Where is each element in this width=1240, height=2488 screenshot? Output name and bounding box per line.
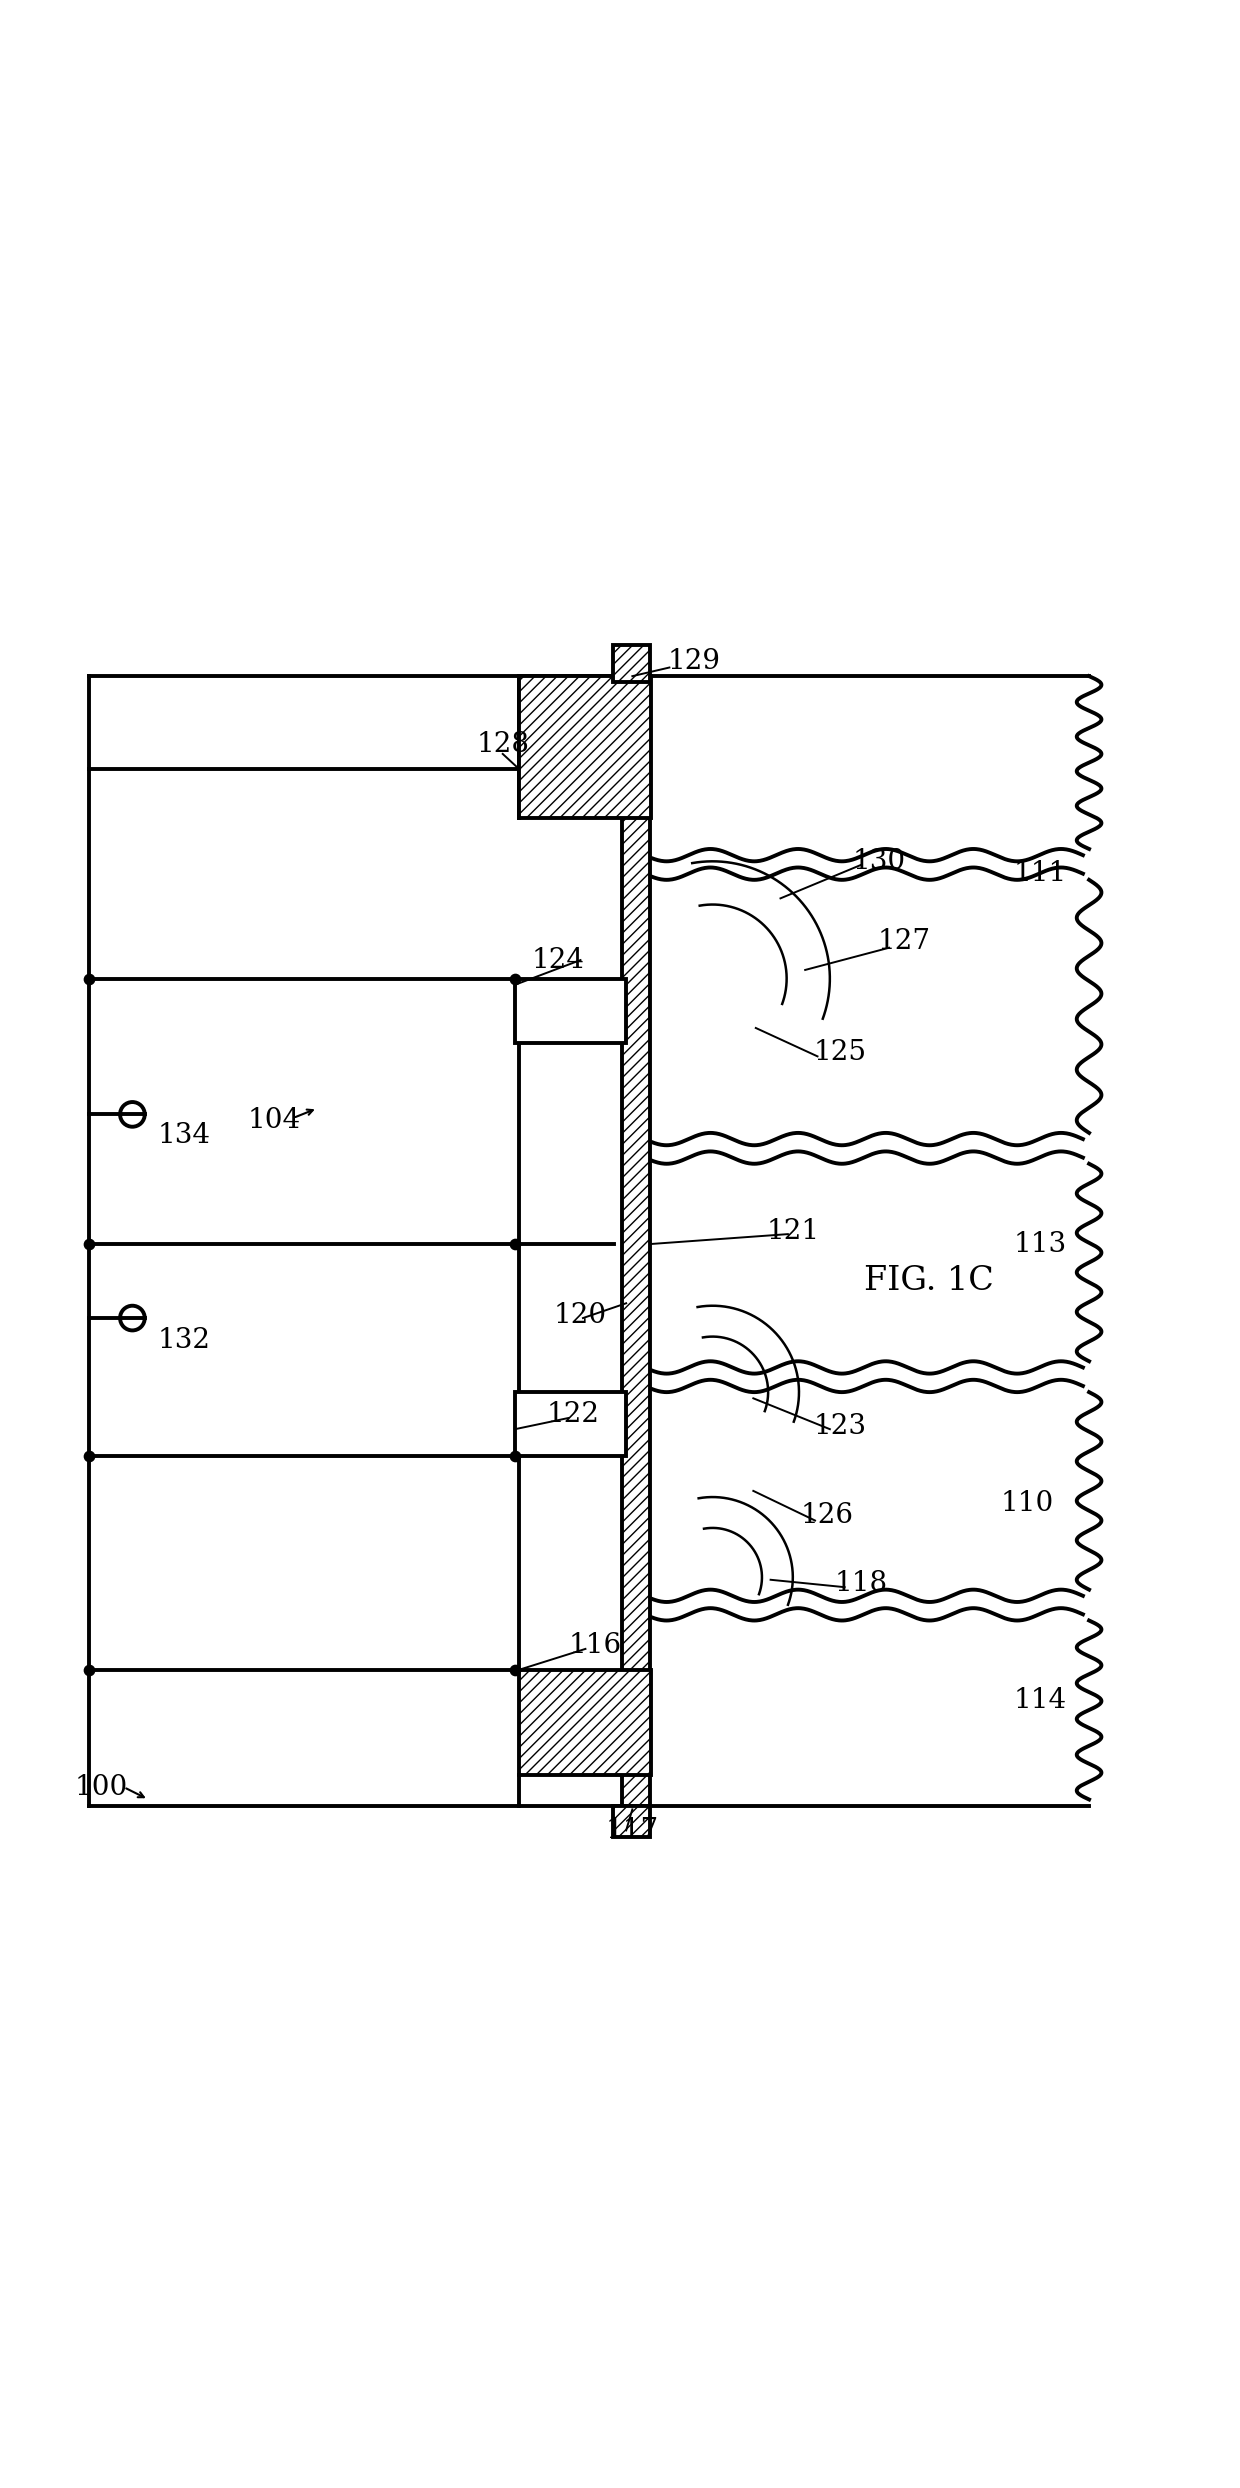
Text: 122: 122 — [547, 1401, 600, 1428]
Text: 121: 121 — [766, 1219, 820, 1244]
Text: 114: 114 — [1013, 1687, 1066, 1714]
Point — [79, 1224, 99, 1264]
Text: 125: 125 — [813, 1040, 867, 1067]
Text: 111: 111 — [1013, 861, 1066, 888]
Text: 127: 127 — [878, 928, 930, 955]
Point — [79, 958, 99, 998]
Text: 129: 129 — [667, 647, 720, 674]
Text: 113: 113 — [1013, 1232, 1066, 1256]
Text: 128: 128 — [476, 731, 529, 756]
Bar — [613, 644, 650, 682]
Point — [505, 1650, 525, 1689]
Point — [505, 958, 525, 998]
Bar — [515, 1393, 626, 1455]
Text: 124: 124 — [532, 945, 585, 973]
Bar — [518, 1669, 651, 1774]
Bar — [515, 978, 626, 1042]
Text: 130: 130 — [853, 848, 905, 876]
Text: 120: 120 — [554, 1301, 608, 1329]
Text: 118: 118 — [835, 1570, 888, 1597]
Point — [79, 1436, 99, 1475]
Text: 110: 110 — [1001, 1490, 1054, 1518]
Bar — [518, 677, 651, 819]
Text: 134: 134 — [157, 1122, 210, 1149]
Text: 126: 126 — [801, 1503, 854, 1530]
Point — [505, 1224, 525, 1264]
Text: 116: 116 — [569, 1632, 622, 1659]
Text: 117: 117 — [605, 1816, 658, 1844]
Point — [505, 1436, 525, 1475]
Text: 104: 104 — [248, 1107, 301, 1135]
Text: 123: 123 — [813, 1413, 867, 1441]
Point — [79, 1650, 99, 1689]
Bar — [613, 1806, 650, 1836]
Bar — [622, 677, 650, 1806]
Text: 100: 100 — [74, 1774, 128, 1801]
Text: 132: 132 — [157, 1326, 210, 1353]
Text: FIG. 1C: FIG. 1C — [864, 1264, 993, 1296]
